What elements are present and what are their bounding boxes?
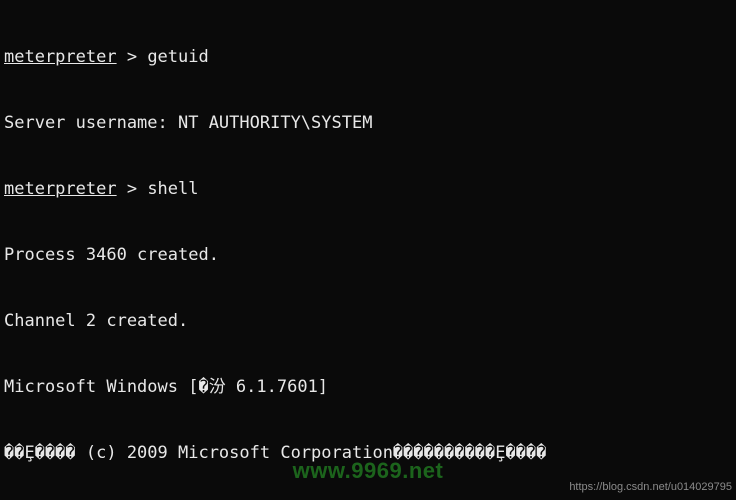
command-text: shell xyxy=(147,179,198,199)
terminal-window[interactable]: meterpreter > getuid Server username: NT… xyxy=(0,0,736,500)
output-line: Server username: NT AUTHORITY\SYSTEM xyxy=(4,112,732,134)
output-line: Channel 2 created. xyxy=(4,310,732,332)
output-line: Microsoft Windows [�汾 6.1.7601] xyxy=(4,376,732,398)
prompt-line: meterpreter > getuid xyxy=(4,46,732,68)
command-text: getuid xyxy=(147,47,208,67)
prompt-sep: > xyxy=(117,179,148,199)
meterpreter-prompt: meterpreter xyxy=(4,179,117,199)
prompt-sep: > xyxy=(117,47,148,67)
output-line: ��Ȩ���� (c) 2009 Microsoft Corporation��… xyxy=(4,442,732,464)
output-line: Process 3460 created. xyxy=(4,244,732,266)
csdn-attribution: https://blog.csdn.net/u014029795 xyxy=(569,476,732,498)
meterpreter-prompt: meterpreter xyxy=(4,47,117,67)
prompt-line: meterpreter > shell xyxy=(4,178,732,200)
